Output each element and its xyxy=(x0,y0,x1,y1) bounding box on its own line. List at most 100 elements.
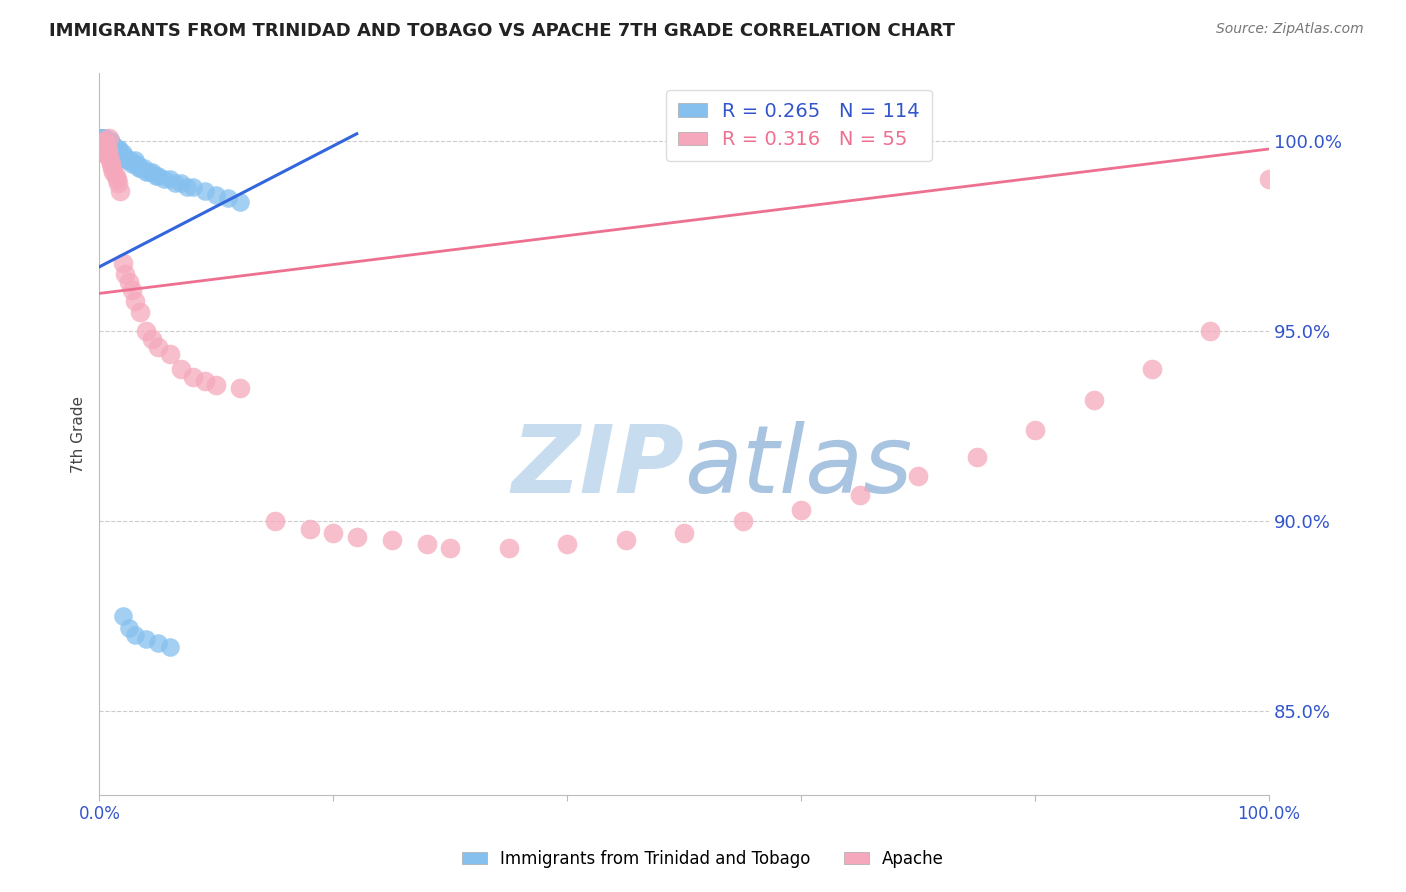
Point xyxy=(107,145,129,160)
Point xyxy=(110,184,132,198)
Point xyxy=(110,145,132,160)
Point xyxy=(138,165,160,179)
Point xyxy=(1024,423,1046,437)
Point xyxy=(176,180,198,194)
Point xyxy=(97,142,120,156)
Point xyxy=(98,135,121,149)
Point xyxy=(94,130,117,145)
Point xyxy=(1258,172,1281,186)
Point xyxy=(97,142,120,156)
Point xyxy=(93,142,115,156)
Point xyxy=(98,145,121,160)
Point xyxy=(90,135,112,149)
Legend: Immigrants from Trinidad and Tobago, Apache: Immigrants from Trinidad and Tobago, Apa… xyxy=(456,844,950,875)
Point xyxy=(96,135,118,149)
Point xyxy=(141,165,163,179)
Point xyxy=(93,130,115,145)
Point xyxy=(117,153,139,168)
Point xyxy=(107,176,129,190)
Point xyxy=(194,374,217,388)
Point xyxy=(114,268,136,282)
Point xyxy=(322,525,344,540)
Point xyxy=(181,180,204,194)
Point xyxy=(108,142,131,156)
Text: Source: ZipAtlas.com: Source: ZipAtlas.com xyxy=(1216,22,1364,37)
Point xyxy=(555,537,578,551)
Point xyxy=(105,145,128,160)
Point xyxy=(103,142,125,156)
Point xyxy=(96,142,118,156)
Point xyxy=(159,640,181,654)
Point xyxy=(170,362,193,376)
Point xyxy=(100,138,122,153)
Point xyxy=(118,621,141,635)
Point xyxy=(439,541,461,555)
Point xyxy=(104,142,127,156)
Point xyxy=(97,138,120,153)
Point xyxy=(121,157,143,171)
Point xyxy=(90,130,112,145)
Point xyxy=(114,150,136,164)
Point xyxy=(98,145,121,160)
Point xyxy=(111,145,134,160)
Point xyxy=(104,145,127,160)
Point xyxy=(105,153,128,168)
Point xyxy=(124,628,146,642)
Point xyxy=(90,138,112,153)
Point xyxy=(205,187,228,202)
Point xyxy=(229,195,252,210)
Point xyxy=(93,138,115,153)
Point xyxy=(112,150,135,164)
Point xyxy=(94,135,117,149)
Legend: R = 0.265   N = 114, R = 0.316   N = 55: R = 0.265 N = 114, R = 0.316 N = 55 xyxy=(666,90,932,161)
Point xyxy=(101,161,124,175)
Point xyxy=(90,130,112,145)
Point xyxy=(146,169,169,183)
Point xyxy=(91,135,114,149)
Point xyxy=(97,145,120,160)
Point xyxy=(907,468,929,483)
Point xyxy=(96,142,118,156)
Point xyxy=(731,515,754,529)
Point xyxy=(146,636,169,650)
Point xyxy=(104,169,127,183)
Point xyxy=(91,135,114,149)
Point xyxy=(124,293,146,308)
Point xyxy=(90,135,112,149)
Point xyxy=(97,145,120,160)
Point xyxy=(98,142,121,156)
Point xyxy=(98,153,121,168)
Point xyxy=(111,150,134,164)
Point xyxy=(673,525,696,540)
Point xyxy=(93,135,115,149)
Point xyxy=(94,142,117,156)
Point xyxy=(98,138,121,153)
Point xyxy=(104,142,127,156)
Point xyxy=(105,172,128,186)
Point xyxy=(118,275,141,289)
Text: ZIP: ZIP xyxy=(512,420,685,513)
Point xyxy=(97,142,120,156)
Point xyxy=(416,537,439,551)
Point xyxy=(124,153,146,168)
Point xyxy=(93,142,115,156)
Point xyxy=(848,488,870,502)
Point xyxy=(165,176,187,190)
Point xyxy=(100,157,122,171)
Point xyxy=(97,150,120,164)
Point xyxy=(614,533,637,548)
Point xyxy=(90,138,112,153)
Point xyxy=(90,130,112,145)
Point xyxy=(111,609,134,624)
Point xyxy=(97,138,120,153)
Point xyxy=(103,165,125,179)
Point xyxy=(94,135,117,149)
Point xyxy=(97,130,120,145)
Point xyxy=(1083,392,1105,407)
Point xyxy=(97,135,120,149)
Point xyxy=(135,632,157,647)
Point xyxy=(145,169,167,183)
Point xyxy=(103,145,125,160)
Point xyxy=(94,142,117,156)
Point xyxy=(110,150,132,164)
